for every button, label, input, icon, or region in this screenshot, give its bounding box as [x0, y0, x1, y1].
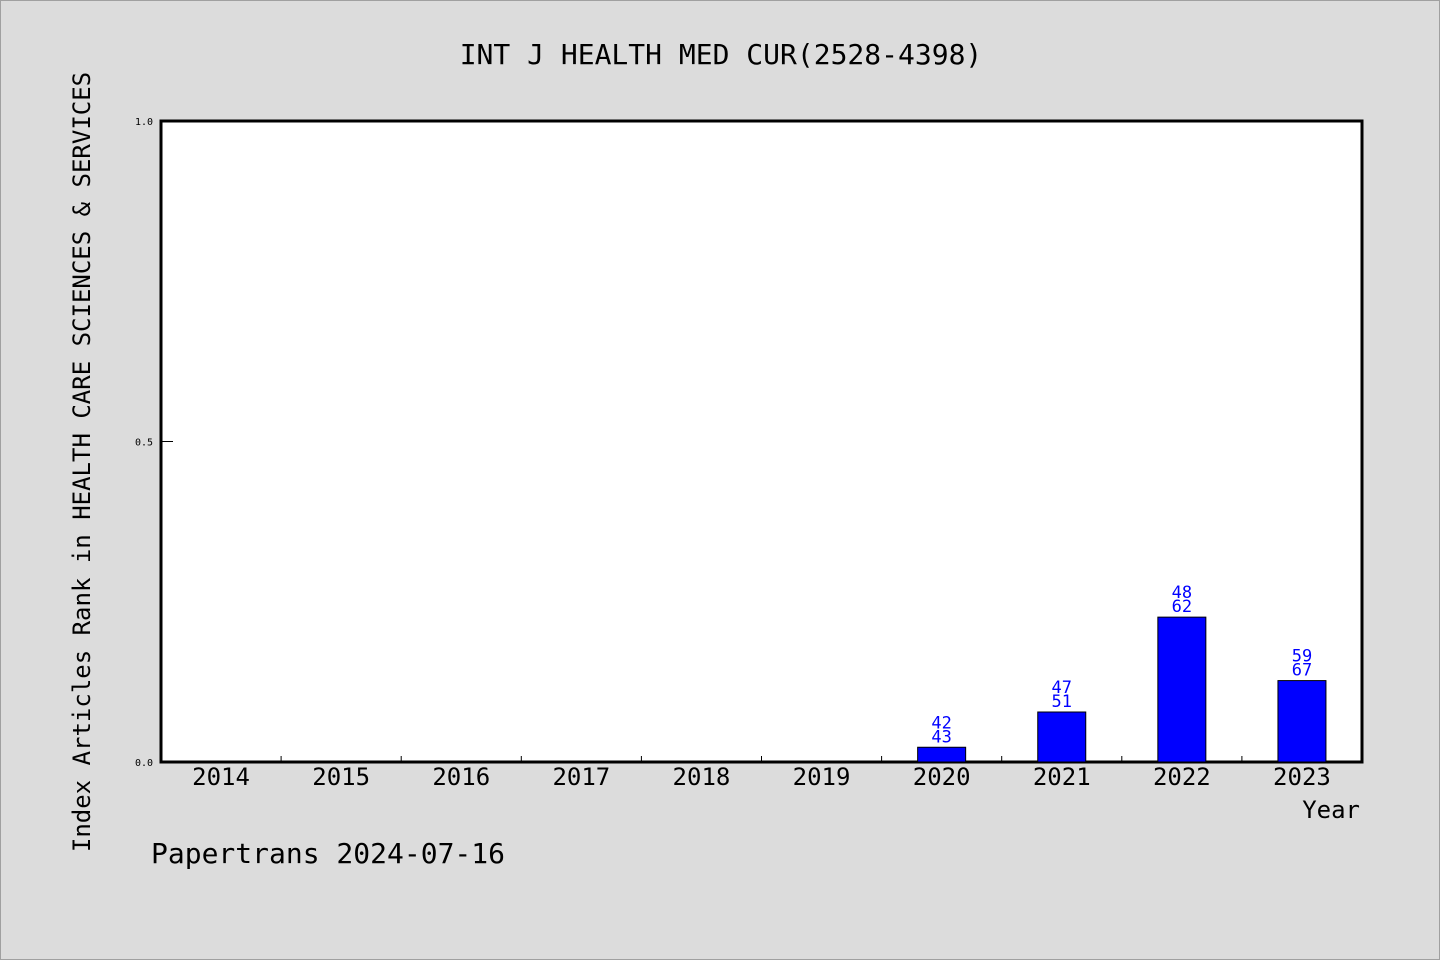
- bar-label-bottom: 67: [1292, 661, 1312, 681]
- y-tick-label: 0.5: [135, 438, 153, 449]
- y-tick-label: 1.0: [135, 117, 153, 128]
- x-tick-label: 2018: [673, 763, 731, 791]
- y-axis-label: Index Articles Rank in HEALTH CARE SCIEN…: [68, 72, 96, 852]
- x-axis-label: Year: [1302, 796, 1360, 824]
- chart-title: INT J HEALTH MED CUR(2528-4398): [460, 38, 983, 71]
- x-tick-label: 2022: [1153, 763, 1211, 791]
- y-tick-label: 0.0: [135, 758, 153, 769]
- x-tick-label: 2017: [552, 763, 610, 791]
- bar-2023: [1277, 680, 1327, 763]
- bar-2021: [1037, 711, 1087, 763]
- bar-series: [917, 616, 1327, 763]
- bar-label-bottom: 43: [931, 727, 951, 747]
- bar-label-bottom: 51: [1052, 692, 1072, 712]
- x-tick-label: 2014: [192, 763, 250, 791]
- x-tick-label: 2021: [1033, 763, 1091, 791]
- x-axis: 2014 2015 2016 2017 2018 2019 2020 2021 2022 2023: [192, 756, 1331, 791]
- x-tick-label: 2023: [1273, 763, 1331, 791]
- x-tick-label: 2020: [913, 763, 971, 791]
- y-axis: 0.0 0.5 1.0: [135, 117, 173, 769]
- bar-label-top: 42: [931, 713, 951, 733]
- footer-credit: Papertrans 2024-07-16: [151, 837, 505, 870]
- bar-label-top: 59: [1292, 647, 1312, 667]
- bar-label-top: 47: [1052, 678, 1072, 698]
- bar-2022: [1157, 616, 1207, 763]
- bar-2020: [917, 746, 967, 763]
- x-tick-label: 2015: [312, 763, 370, 791]
- x-tick-label: 2016: [432, 763, 490, 791]
- bar-label-bottom: 62: [1172, 597, 1192, 617]
- x-tick-label: 2019: [793, 763, 851, 791]
- bar-label-top: 48: [1172, 583, 1192, 603]
